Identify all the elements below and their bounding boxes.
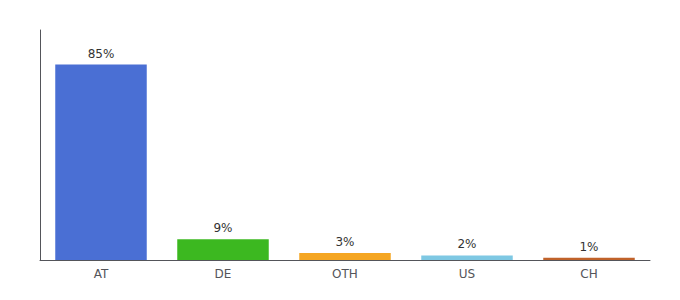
svg-text:2%: 2% [457,237,476,251]
svg-text:1%: 1% [579,240,598,254]
svg-text:DE: DE [215,267,232,281]
svg-text:85%: 85% [88,47,115,61]
svg-text:3%: 3% [335,235,354,249]
svg-text:CH: CH [580,267,597,281]
svg-text:AT: AT [94,267,109,281]
svg-text:9%: 9% [213,221,232,235]
svg-text:US: US [459,267,475,281]
svg-text:OTH: OTH [332,267,358,281]
